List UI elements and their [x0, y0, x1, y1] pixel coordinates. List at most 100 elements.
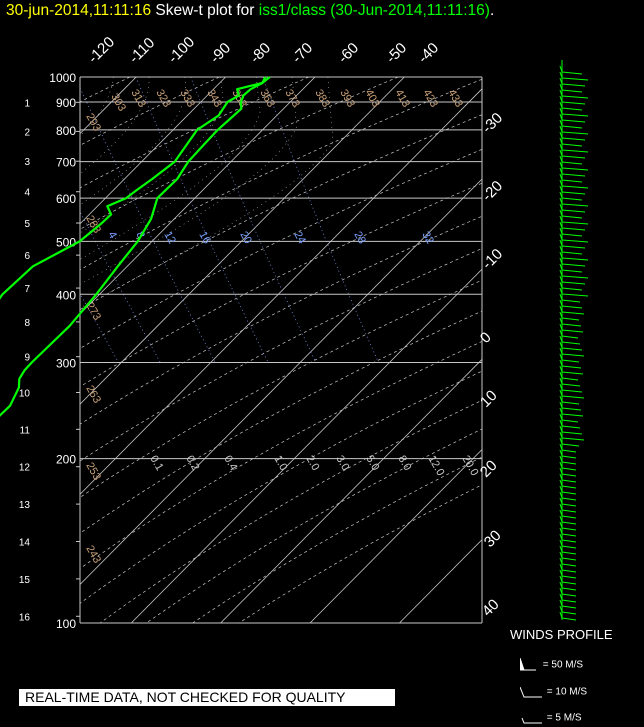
wind-barb-shaft	[561, 377, 579, 381]
wind-barb-shaft	[561, 203, 589, 207]
isotherm-top-label: -40	[415, 39, 442, 66]
temperature-trace	[0, 76, 271, 417]
wind-barb-shaft	[561, 539, 577, 543]
isotherm-right-label: 0	[477, 329, 495, 347]
isotherm-right-label: -30	[479, 109, 506, 136]
wind-barb-shaft	[561, 233, 583, 237]
dry-adiabat	[238, 484, 482, 623]
wind-barb-shaft	[561, 293, 589, 297]
height-tick-label: 2	[24, 127, 30, 138]
moist-adiabat	[80, 77, 261, 260]
dry-adiabat-label: 413	[392, 88, 412, 110]
wind-barb-shaft	[561, 557, 577, 561]
dry-adiabat-label: 373	[282, 88, 302, 110]
height-tick-label: 11	[20, 425, 31, 436]
moist-adiabat	[80, 77, 298, 285]
wind-barb-shaft	[561, 383, 581, 387]
wind-barb-shaft	[561, 515, 577, 519]
dry-adiabat	[80, 279, 482, 498]
height-tick-label: 10	[19, 388, 31, 399]
wind-barb-shaft	[561, 437, 585, 441]
wind-legend-10: = 10 M/S	[519, 685, 588, 699]
wind-barb-shaft	[561, 599, 577, 603]
mixing-ratio-label: 20	[237, 230, 254, 247]
isotherm	[399, 539, 482, 623]
wind-barb-shaft	[561, 521, 577, 525]
dry-adiabat	[80, 77, 309, 189]
dry-adiabat	[80, 78, 482, 271]
wind-profile	[559, 60, 589, 621]
wind-barb-shaft	[561, 191, 586, 195]
quality-warning-banner: REAL-TIME DATA, NOT CHECKED FOR QUALITY	[19, 689, 395, 706]
wind-legend-10-text: = 10 M/S	[546, 686, 588, 698]
isotherm	[80, 77, 226, 225]
mixing-ratio-label: 32	[419, 230, 436, 247]
wind-barb-shaft	[561, 143, 583, 147]
wind-barb-shaft	[561, 107, 583, 111]
isotherm-right-label: 20	[477, 457, 501, 481]
wind-barb-shaft	[561, 101, 586, 105]
wind-barb-shaft	[561, 455, 577, 459]
wind-barb-shaft	[561, 389, 583, 393]
wind-barb-shaft	[561, 347, 583, 351]
wind-barb-shaft	[561, 89, 583, 93]
wind-barb-shaft	[561, 449, 577, 453]
wind-barb-shaft	[561, 371, 584, 375]
wind-barb-shaft	[561, 119, 586, 123]
mixing-ratio-label: 4	[105, 230, 118, 241]
sounding-traces	[0, 76, 271, 417]
mixing-ratio-line	[135, 77, 269, 363]
height-tick-label: 12	[19, 463, 31, 474]
wind-legend-5: = 5 M/S	[520, 711, 582, 725]
isotherm-right-label: 10	[477, 387, 501, 411]
wind-barb-shaft	[561, 335, 579, 339]
isotherm	[80, 77, 405, 405]
dry-adiabat	[80, 182, 482, 388]
wind-barb-shaft	[561, 545, 577, 549]
dry-adiabat-label: 273	[83, 301, 103, 323]
wind-barb-shaft	[561, 83, 586, 87]
saturated-adiabat-label: 20.0	[459, 454, 480, 479]
wind-barb-shaft	[561, 305, 583, 309]
wind-barb-shaft	[561, 509, 577, 513]
saturated-adiabat-label: 2.0	[303, 454, 321, 473]
dry-adiabat	[80, 310, 482, 534]
moist-adiabat	[80, 77, 334, 309]
wind-barb-shaft	[561, 395, 585, 399]
dry-adiabat-label: 423	[420, 88, 440, 110]
mixing-ratio-label: 24	[291, 230, 308, 247]
pressure-tick-label: 300	[56, 356, 76, 370]
mixing-ratio-label: 12	[161, 230, 178, 247]
dry-adiabat-label: 403	[362, 88, 382, 110]
isotherm-top-label: -100	[165, 34, 198, 67]
dry-adiabat-label: 333	[177, 88, 197, 110]
chart-grid	[76, 76, 483, 624]
height-tick-label: 7	[24, 284, 30, 295]
wind-barb-shaft	[561, 431, 583, 435]
wind-barb-shaft	[561, 239, 589, 243]
wind-barb-shaft	[561, 221, 589, 225]
wind-barb-shaft	[561, 485, 577, 489]
saturated-adiabat-label: 0.4	[221, 454, 239, 473]
wind-barb-shaft	[561, 575, 577, 579]
dry-adiabat	[80, 114, 482, 310]
wind-barb-shaft	[561, 299, 581, 303]
height-tick-label: 3	[24, 157, 30, 168]
pressure-tick-label: 500	[56, 235, 76, 249]
mixing-ratio-line	[262, 77, 379, 363]
dry-adiabat-label: 263	[83, 384, 103, 406]
wind-barb-shaft	[561, 179, 583, 183]
wind-barb-shaft	[561, 479, 577, 483]
saturated-adiabat-label: 0.1	[147, 454, 165, 473]
dry-adiabat	[80, 148, 482, 349]
height-tick-label: 6	[24, 251, 30, 262]
isotherm-top-label: -50	[383, 39, 410, 66]
pressure-tick-label: 900	[56, 96, 76, 110]
wind-barb-shaft	[561, 569, 577, 573]
isotherm	[309, 448, 482, 623]
wind-barb-shaft	[561, 95, 589, 99]
mixing-ratio-label: 28	[351, 230, 368, 247]
wind-legend-50: = 50 M/S	[519, 657, 583, 672]
wind-barb-shaft	[561, 365, 582, 369]
wind-barb-shaft	[561, 167, 589, 171]
